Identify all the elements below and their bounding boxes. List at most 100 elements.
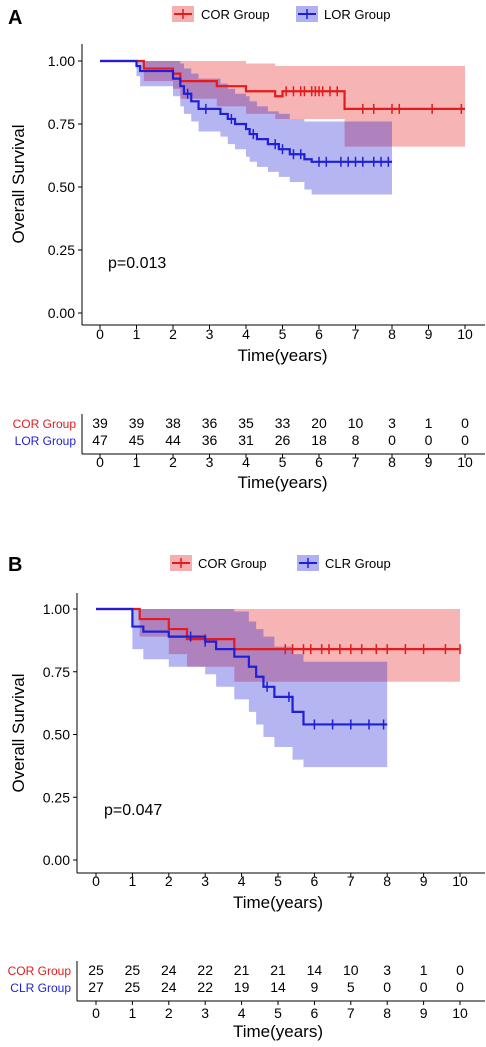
x-tick-label: 6: [315, 326, 323, 342]
risk-count: 3: [388, 415, 396, 431]
y-tick-label: 0.50: [43, 727, 70, 743]
x-tick-label: 3: [206, 326, 214, 342]
risk-x-tick-label: 4: [238, 1005, 246, 1021]
risk-x-tick-label: 4: [242, 454, 250, 470]
x-tick-label: 10: [457, 326, 473, 342]
legend-label: LOR Group: [324, 7, 390, 22]
x-axis-label: Time(years): [233, 893, 323, 912]
risk-x-axis-label: Time(years): [233, 1022, 323, 1041]
risk-count: 0: [456, 962, 464, 978]
y-tick-label: 0.75: [48, 116, 75, 132]
risk-count: 14: [307, 962, 323, 978]
legend-item: COR Group: [172, 6, 270, 22]
y-axis-label: Overall Survival: [9, 124, 28, 243]
risk-count: 45: [129, 432, 145, 448]
y-tick-label: 0.00: [48, 305, 75, 321]
x-tick-label: 4: [242, 326, 250, 342]
risk-count: 10: [348, 415, 364, 431]
survival-curve-0: [96, 607, 460, 651]
risk-x-tick-label: 10: [452, 1005, 468, 1021]
risk-x-tick-label: 5: [279, 454, 287, 470]
x-tick-label: 2: [165, 873, 173, 889]
risk-count: 22: [197, 979, 213, 995]
risk-count: 5: [347, 979, 355, 995]
risk-x-tick-label: 9: [425, 454, 433, 470]
risk-x-tick-label: 1: [133, 454, 141, 470]
x-tick-label: 5: [274, 873, 282, 889]
panel-a: A COR Group LOR Group 0.00 0.25 0.50 0.75 1.00 0…: [8, 6, 485, 492]
risk-count: 14: [270, 979, 286, 995]
risk-count: 21: [270, 962, 286, 978]
risk-x-tick-label: 6: [315, 454, 323, 470]
legend-label: CLR Group: [325, 556, 391, 571]
y-tick-label: 0.50: [48, 179, 75, 195]
risk-x-tick-label: 0: [92, 1005, 100, 1021]
risk-x-tick-label: 5: [274, 1005, 282, 1021]
risk-count: 0: [383, 979, 391, 995]
risk-count: 0: [420, 979, 428, 995]
x-tick-label: 4: [238, 873, 246, 889]
x-tick-label: 7: [352, 326, 360, 342]
y-axis-label: Overall Survival: [9, 673, 28, 792]
legend-item: COR Group: [170, 555, 267, 571]
x-tick-label: 3: [201, 873, 209, 889]
risk-count: 31: [238, 432, 254, 448]
risk-x-tick-label: 8: [388, 454, 396, 470]
legend-item: CLR Group: [297, 555, 391, 571]
risk-count: 0: [456, 979, 464, 995]
risk-count: 18: [311, 432, 327, 448]
p-value: p=0.013: [108, 255, 166, 272]
risk-row-label: COR Group: [13, 417, 77, 431]
legend-item: LOR Group: [296, 6, 390, 22]
risk-count: 0: [461, 432, 469, 448]
risk-x-tick-label: 7: [352, 454, 360, 470]
ci-band-0: [100, 61, 465, 147]
risk-count: 22: [197, 962, 213, 978]
risk-count: 25: [125, 962, 141, 978]
risk-count: 0: [461, 415, 469, 431]
risk-x-tick-label: 7: [347, 1005, 355, 1021]
x-tick-label: 6: [311, 873, 319, 889]
x-tick-label: 7: [347, 873, 355, 889]
risk-count: 24: [161, 962, 177, 978]
risk-count: 44: [165, 432, 181, 448]
p-value: p=0.047: [104, 802, 162, 819]
y-tick-label: 0.00: [43, 852, 70, 868]
risk-count: 1: [420, 962, 428, 978]
legend-label: COR Group: [198, 556, 267, 571]
x-tick-label: 1: [129, 873, 137, 889]
panel-label: A: [8, 7, 22, 29]
x-tick-label: 9: [425, 326, 433, 342]
x-tick-label: 10: [452, 873, 468, 889]
y-tick-label: 0.75: [43, 664, 70, 680]
risk-row-label: CLR Group: [10, 981, 71, 995]
x-tick-label: 2: [169, 326, 177, 342]
x-tick-label: 0: [96, 326, 104, 342]
risk-x-tick-label: 0: [96, 454, 104, 470]
legend-label: COR Group: [201, 7, 270, 22]
y-tick-label: 0.25: [48, 242, 75, 258]
risk-count: 0: [425, 432, 433, 448]
risk-count: 39: [129, 415, 145, 431]
risk-x-tick-label: 8: [383, 1005, 391, 1021]
ci-band-0: [96, 609, 460, 682]
risk-count: 39: [92, 415, 108, 431]
panel-label: B: [8, 554, 22, 576]
risk-x-axis-label: Time(years): [237, 473, 327, 492]
risk-count: 33: [275, 415, 291, 431]
x-tick-label: 8: [383, 873, 391, 889]
risk-count: 36: [202, 415, 218, 431]
risk-count: 47: [92, 432, 108, 448]
legend: COR Group CLR Group: [170, 555, 391, 571]
x-tick-label: 1: [133, 326, 141, 342]
risk-count: 20: [311, 415, 327, 431]
risk-row-label: COR Group: [8, 964, 72, 978]
y-tick-label: 0.25: [43, 789, 70, 805]
panel-b: B COR Group CLR Group 0.00 0.25 0.50 0.75 1.00 0…: [8, 554, 485, 1041]
risk-count: 27: [88, 979, 104, 995]
risk-count: 21: [234, 962, 250, 978]
y-tick-label: 1.00: [43, 601, 70, 617]
